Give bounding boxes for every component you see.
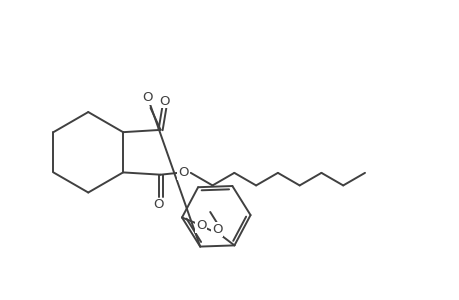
Text: O: O	[196, 219, 206, 232]
Text: O: O	[178, 167, 188, 179]
Text: O: O	[142, 92, 153, 104]
Text: O: O	[153, 198, 164, 212]
Text: O: O	[212, 223, 222, 236]
Text: O: O	[159, 94, 169, 108]
